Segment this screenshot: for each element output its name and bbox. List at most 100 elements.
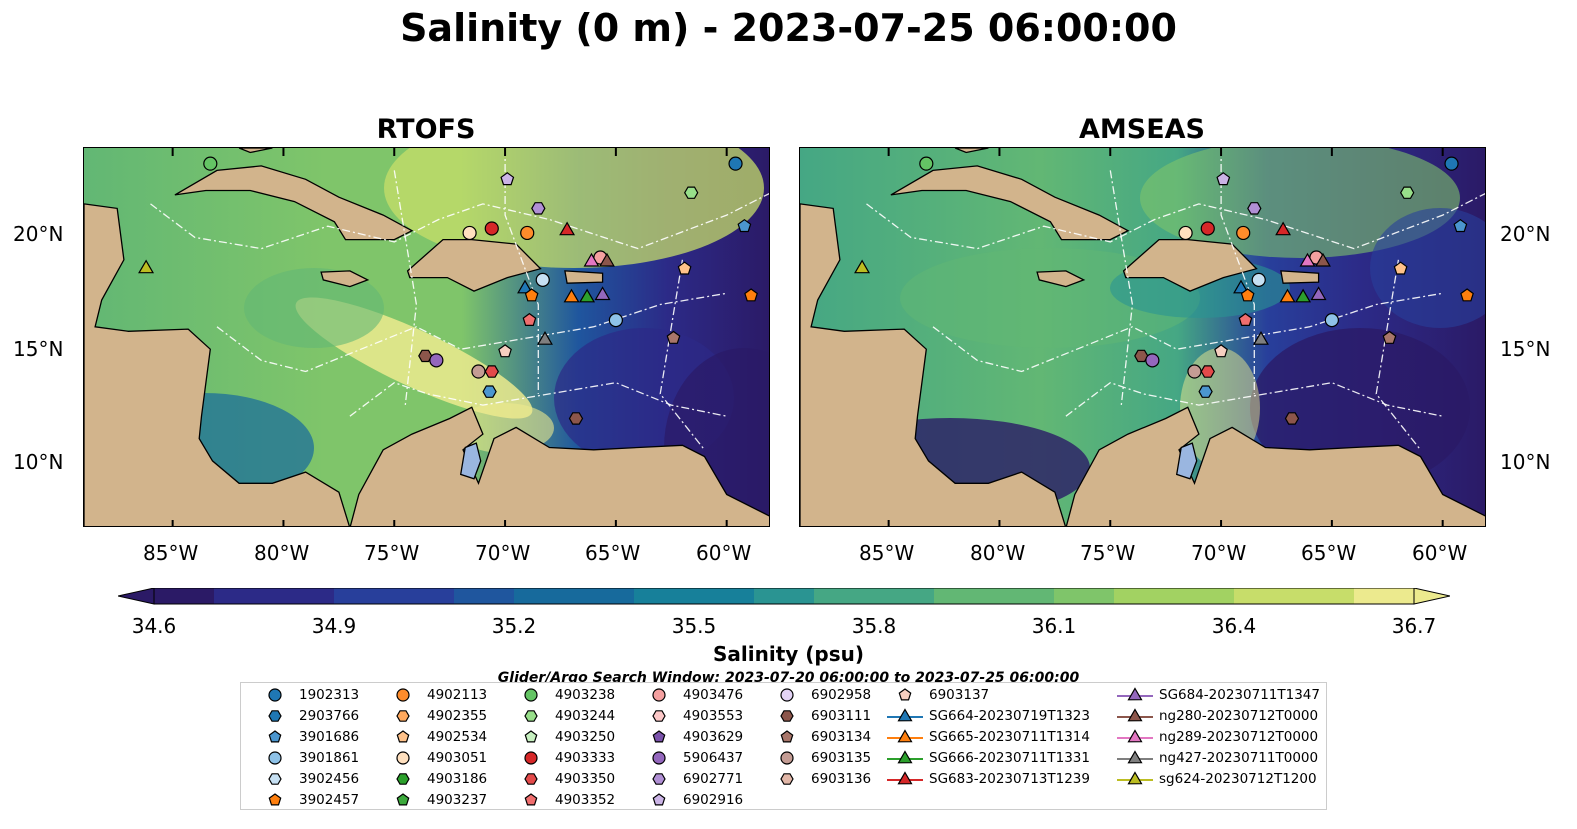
legend-circle-icon bbox=[652, 751, 666, 765]
marker-3902457 bbox=[1240, 288, 1255, 302]
legend-triangle-icon bbox=[1127, 687, 1143, 701]
legend-label: 4903629 bbox=[683, 729, 744, 745]
marker-SG684 bbox=[1310, 286, 1327, 301]
land-jamaica bbox=[1036, 270, 1086, 288]
legend-label: 1902313 bbox=[299, 687, 360, 703]
marker-SG664 bbox=[517, 279, 533, 294]
marker-6902771 bbox=[531, 202, 546, 215]
legend-label: 4902534 bbox=[427, 729, 488, 745]
legend-label: 4903350 bbox=[555, 771, 616, 787]
colorbar-tick-label: 35.2 bbox=[491, 614, 537, 638]
legend-pentagon-icon bbox=[396, 793, 410, 806]
colorbar-band bbox=[1054, 588, 1115, 604]
lon-label-80w-right: 80°W bbox=[970, 541, 1026, 565]
legend-hexagon-icon bbox=[652, 773, 666, 785]
legend-label: ng427-20230711T0000 bbox=[1159, 750, 1319, 766]
legend-circle-icon bbox=[780, 688, 794, 702]
marker-ng427 bbox=[536, 331, 553, 345]
colorbar-extend-high bbox=[1413, 588, 1450, 605]
legend-label: 6902916 bbox=[683, 792, 744, 808]
marker-4903051 bbox=[462, 225, 477, 241]
legend-circle-icon bbox=[268, 751, 282, 765]
marker-4902113 bbox=[1236, 225, 1251, 241]
eez-boundary bbox=[659, 259, 706, 451]
legend-pentagon-icon bbox=[652, 793, 666, 806]
legend-circle-icon bbox=[396, 688, 410, 702]
legend-label: 4903051 bbox=[427, 750, 488, 766]
colorbar-tick-label: 34.6 bbox=[131, 614, 177, 638]
marker-4903352 bbox=[1238, 312, 1253, 326]
legend-label: SG664-20230719T1323 bbox=[929, 708, 1090, 724]
legend-triangle-icon bbox=[897, 729, 913, 743]
marker-6903134 bbox=[666, 330, 681, 344]
map-rtofs[interactable] bbox=[83, 147, 770, 527]
legend-label: 3901686 bbox=[299, 729, 360, 745]
marker-ng280 bbox=[599, 252, 615, 267]
colorbar-label: Salinity (psu) bbox=[712, 642, 864, 666]
lon-label-85w-right: 85°W bbox=[859, 541, 915, 565]
marker-6902916 bbox=[500, 172, 515, 186]
colorbar-band bbox=[574, 588, 635, 604]
marker-4903051 bbox=[1178, 225, 1193, 241]
marker-SG683 bbox=[1275, 221, 1292, 236]
legend-label: 6903135 bbox=[811, 750, 872, 766]
marker-4903350 bbox=[1200, 365, 1215, 378]
legend-pentagon-icon bbox=[396, 730, 410, 743]
legend-triangle-icon bbox=[1127, 708, 1143, 722]
marker-4902534 bbox=[677, 261, 692, 275]
legend-circle-icon bbox=[780, 751, 794, 765]
legend-label: 4903352 bbox=[555, 792, 616, 808]
marker-sg624 bbox=[138, 259, 155, 274]
lake-maracaibo bbox=[1175, 442, 1198, 480]
colorbar-band bbox=[154, 588, 215, 604]
legend-triangle-icon bbox=[897, 750, 913, 764]
eez-boundary bbox=[216, 292, 727, 373]
marker-6903111 bbox=[1134, 349, 1149, 363]
legend-pentagon-icon bbox=[524, 730, 538, 743]
marker-ng427 bbox=[1252, 331, 1269, 345]
marker-3901861 bbox=[1324, 313, 1339, 328]
land-hispaniola bbox=[406, 238, 542, 292]
colorbar-tick-label: 36.1 bbox=[1031, 614, 1077, 638]
lat-label-20n-right: 20°N bbox=[1500, 222, 1551, 246]
eez-boundary bbox=[1375, 259, 1422, 451]
legend-circle-icon bbox=[524, 751, 538, 765]
eez-boundary bbox=[1065, 381, 1443, 417]
marker-6903134 bbox=[1382, 330, 1397, 344]
map-amseas[interactable] bbox=[799, 147, 1486, 527]
legend-label: SG684-20230711T1347 bbox=[1159, 687, 1320, 703]
marker-SG664 bbox=[1233, 279, 1249, 294]
land-south-america bbox=[349, 406, 769, 526]
marker-6902916 bbox=[1216, 172, 1231, 186]
legend-label: 2903766 bbox=[299, 708, 360, 724]
land-puerto-rico bbox=[1280, 270, 1320, 284]
legend-label: 4903250 bbox=[555, 729, 616, 745]
marker-6903135 bbox=[1187, 364, 1202, 379]
marker-4903244 bbox=[1400, 186, 1415, 199]
legend-circle-icon bbox=[268, 688, 282, 702]
marker-ng280 bbox=[1315, 252, 1331, 267]
colorbar-band bbox=[214, 588, 275, 604]
legend-pentagon-icon bbox=[268, 793, 282, 806]
marker-4903350 bbox=[484, 365, 499, 378]
colorbar-extend-low bbox=[118, 588, 155, 605]
land-cuba bbox=[890, 165, 1130, 241]
salinity-patch bbox=[384, 148, 764, 268]
land-florida-keys bbox=[238, 148, 273, 154]
legend-label: SG683-20230713T1239 bbox=[929, 771, 1090, 787]
colorbar-band bbox=[694, 588, 755, 604]
legend-pentagon-icon bbox=[780, 730, 794, 743]
marker-5906437 bbox=[1145, 353, 1160, 368]
marker-3901686 bbox=[737, 218, 752, 233]
legend-hexagon-icon bbox=[524, 710, 538, 722]
lon-label-70w-right: 70°W bbox=[1191, 541, 1247, 565]
marker-1902313 bbox=[919, 156, 934, 171]
colorbar-band bbox=[814, 588, 875, 604]
eez-boundary bbox=[1109, 170, 1134, 406]
marker-5906437 bbox=[429, 353, 444, 368]
colorbar-band bbox=[274, 588, 335, 604]
colorbar-band bbox=[1354, 588, 1415, 604]
marker-4903244 bbox=[684, 186, 699, 199]
panel-title-amseas: AMSEAS bbox=[1079, 114, 1205, 145]
legend-label: 6903137 bbox=[929, 687, 990, 703]
